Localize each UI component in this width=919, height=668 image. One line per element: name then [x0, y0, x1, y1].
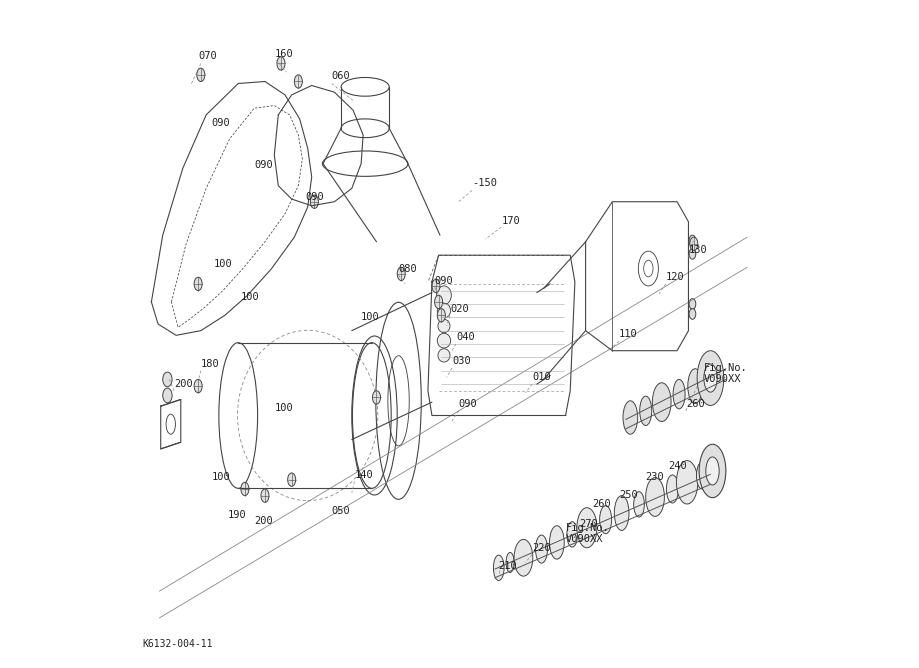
Ellipse shape	[261, 489, 268, 502]
Text: 130: 130	[687, 245, 707, 255]
Ellipse shape	[288, 473, 295, 486]
Text: 080: 080	[398, 264, 417, 274]
Ellipse shape	[688, 309, 695, 319]
Ellipse shape	[576, 508, 596, 548]
Ellipse shape	[432, 279, 439, 293]
Ellipse shape	[397, 267, 404, 281]
Ellipse shape	[698, 444, 725, 498]
Text: 170: 170	[501, 216, 519, 226]
Ellipse shape	[639, 396, 651, 426]
Text: 200: 200	[254, 516, 273, 526]
Text: 240: 240	[668, 461, 686, 471]
Text: 050: 050	[332, 506, 350, 516]
Ellipse shape	[277, 57, 285, 70]
Ellipse shape	[633, 492, 643, 517]
Ellipse shape	[194, 277, 202, 291]
Text: 100: 100	[214, 259, 233, 269]
Text: 140: 140	[354, 470, 373, 480]
Text: 100: 100	[361, 312, 380, 322]
Text: 110: 110	[618, 329, 637, 339]
Text: 120: 120	[665, 272, 684, 282]
Ellipse shape	[689, 237, 697, 250]
Text: 020: 020	[449, 304, 468, 314]
Ellipse shape	[437, 333, 450, 348]
Ellipse shape	[163, 388, 172, 403]
Text: 100: 100	[274, 403, 293, 413]
Text: 070: 070	[198, 51, 217, 61]
Ellipse shape	[665, 475, 677, 503]
Text: 090: 090	[305, 192, 323, 202]
Ellipse shape	[687, 369, 702, 403]
Ellipse shape	[437, 349, 449, 362]
Text: 210: 210	[498, 561, 516, 571]
Ellipse shape	[645, 478, 664, 516]
Ellipse shape	[372, 391, 380, 404]
Ellipse shape	[697, 351, 723, 405]
Ellipse shape	[434, 295, 442, 309]
Text: 220: 220	[531, 543, 550, 553]
Ellipse shape	[688, 235, 695, 246]
Text: -150: -150	[471, 178, 496, 188]
Text: 100: 100	[241, 292, 259, 302]
Ellipse shape	[197, 68, 205, 81]
Ellipse shape	[437, 286, 451, 305]
Ellipse shape	[688, 299, 695, 309]
Text: 160: 160	[275, 49, 293, 59]
Text: 060: 060	[332, 71, 350, 81]
Ellipse shape	[163, 372, 172, 387]
Text: 200: 200	[174, 379, 193, 389]
Ellipse shape	[437, 303, 450, 318]
Text: Fig.No.
V090XX: Fig.No. V090XX	[565, 523, 608, 544]
Ellipse shape	[310, 195, 318, 208]
Text: 040: 040	[456, 332, 474, 342]
Ellipse shape	[599, 506, 611, 534]
Ellipse shape	[614, 496, 629, 530]
Ellipse shape	[652, 383, 670, 422]
Ellipse shape	[703, 364, 717, 392]
Text: 250: 250	[618, 490, 637, 500]
Text: 090: 090	[459, 399, 477, 409]
Ellipse shape	[294, 75, 302, 88]
Text: 230: 230	[645, 472, 664, 482]
Ellipse shape	[505, 552, 514, 572]
Ellipse shape	[673, 379, 685, 409]
Ellipse shape	[535, 535, 547, 563]
Ellipse shape	[622, 401, 637, 434]
Text: 260: 260	[685, 399, 704, 409]
Ellipse shape	[194, 379, 202, 393]
Ellipse shape	[493, 555, 504, 580]
Text: 030: 030	[451, 356, 471, 366]
Text: 260: 260	[592, 499, 610, 509]
Ellipse shape	[705, 457, 719, 485]
Text: 100: 100	[211, 472, 230, 482]
Text: 090: 090	[211, 118, 230, 128]
Ellipse shape	[241, 482, 249, 496]
Text: 180: 180	[200, 359, 220, 369]
Text: 190: 190	[227, 510, 246, 520]
Text: 270: 270	[578, 519, 597, 529]
Ellipse shape	[688, 248, 695, 259]
Text: K6132-004-11: K6132-004-11	[142, 639, 213, 649]
Ellipse shape	[675, 461, 697, 504]
Ellipse shape	[549, 526, 563, 559]
Text: 010: 010	[531, 372, 550, 382]
Ellipse shape	[514, 540, 532, 576]
Text: 090: 090	[254, 160, 273, 170]
Ellipse shape	[437, 309, 445, 322]
Ellipse shape	[566, 522, 577, 547]
Text: Fig.No.
V090XX: Fig.No. V090XX	[703, 363, 747, 384]
Text: 090: 090	[434, 276, 453, 286]
Ellipse shape	[696, 462, 707, 489]
Ellipse shape	[437, 319, 449, 333]
